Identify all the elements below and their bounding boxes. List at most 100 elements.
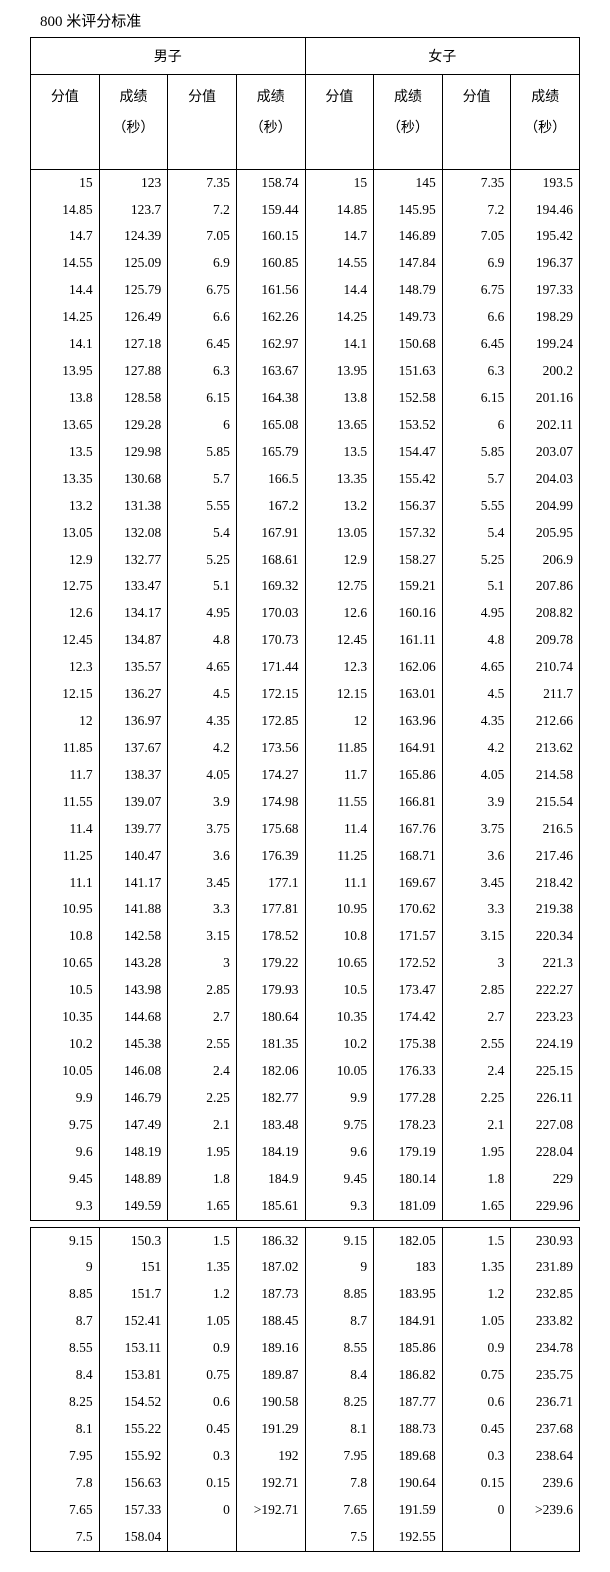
cell: 9.45 — [31, 1166, 100, 1193]
cell: 5.7 — [442, 466, 511, 493]
cell: 8.1 — [305, 1416, 374, 1443]
cell: 134.17 — [99, 600, 168, 627]
cell: 13.65 — [305, 412, 374, 439]
cell: 129.28 — [99, 412, 168, 439]
cell: 185.86 — [374, 1335, 443, 1362]
cell: 14.55 — [305, 250, 374, 277]
cell: 14.1 — [31, 331, 100, 358]
cell: 6.6 — [168, 304, 237, 331]
cell: 169.67 — [374, 870, 443, 897]
table-row: 9.9146.792.25182.779.9177.282.25226.11 — [31, 1085, 580, 1112]
cell: 13.35 — [305, 466, 374, 493]
cell: 181.35 — [236, 1031, 305, 1058]
cell: 169.32 — [236, 573, 305, 600]
cell: 161.56 — [236, 277, 305, 304]
cell: >192.71 — [236, 1497, 305, 1524]
cell: 186.82 — [374, 1362, 443, 1389]
cell: 199.24 — [511, 331, 580, 358]
cell: 9.3 — [31, 1193, 100, 1220]
cell: 183.95 — [374, 1281, 443, 1308]
cell: 209.78 — [511, 627, 580, 654]
table-row: 14.1127.186.45162.9714.1150.686.45199.24 — [31, 331, 580, 358]
cell: 12.9 — [305, 547, 374, 574]
cell: 204.03 — [511, 466, 580, 493]
cell: 3.3 — [168, 896, 237, 923]
cell: 178.52 — [236, 923, 305, 950]
table-row: 10.8142.583.15178.5210.8171.573.15220.34 — [31, 923, 580, 950]
cell: 170.03 — [236, 600, 305, 627]
cell: 0.75 — [168, 1362, 237, 1389]
table-row: 13.95127.886.3163.6713.95151.636.3200.2 — [31, 358, 580, 385]
table-row: 7.65157.330>192.717.65191.590>239.6 — [31, 1497, 580, 1524]
cell: 155.92 — [99, 1443, 168, 1470]
cell: 126.49 — [99, 304, 168, 331]
col-result: 成绩（秒） — [374, 75, 443, 170]
cell: 5.85 — [442, 439, 511, 466]
cell: 0.45 — [168, 1416, 237, 1443]
table-row: 10.5143.982.85179.9310.5173.472.85222.27 — [31, 977, 580, 1004]
cell: 8.25 — [305, 1389, 374, 1416]
cell: 8.7 — [31, 1308, 100, 1335]
cell: 180.14 — [374, 1166, 443, 1193]
cell: 145.95 — [374, 197, 443, 224]
cell: 142.58 — [99, 923, 168, 950]
cell: 132.08 — [99, 520, 168, 547]
cell: 13.65 — [31, 412, 100, 439]
cell: 141.17 — [99, 870, 168, 897]
cell: 195.42 — [511, 223, 580, 250]
cell: 144.68 — [99, 1004, 168, 1031]
group-male: 男子 — [31, 38, 306, 75]
cell: 183.48 — [236, 1112, 305, 1139]
table-row: 12.3135.574.65171.4412.3162.064.65210.74 — [31, 654, 580, 681]
cell: 225.15 — [511, 1058, 580, 1085]
table-row: 13.35130.685.7166.513.35155.425.7204.03 — [31, 466, 580, 493]
cell: 6.6 — [442, 304, 511, 331]
table-row: 12.15136.274.5172.1512.15163.014.5211.7 — [31, 681, 580, 708]
cell: 11.1 — [31, 870, 100, 897]
cell: 7.05 — [168, 223, 237, 250]
cell: 8.4 — [305, 1362, 374, 1389]
cell: 173.56 — [236, 735, 305, 762]
cell: 232.85 — [511, 1281, 580, 1308]
cell: 190.64 — [374, 1470, 443, 1497]
cell: 4.5 — [168, 681, 237, 708]
cell: 8.55 — [31, 1335, 100, 1362]
cell: 125.09 — [99, 250, 168, 277]
cell: 12.15 — [305, 681, 374, 708]
cell: 172.15 — [236, 681, 305, 708]
cell: 159.21 — [374, 573, 443, 600]
cell: 5.4 — [168, 520, 237, 547]
cell: 221.3 — [511, 950, 580, 977]
cell: 189.68 — [374, 1443, 443, 1470]
cell: 11.25 — [305, 843, 374, 870]
cell: 217.46 — [511, 843, 580, 870]
cell: 156.63 — [99, 1470, 168, 1497]
cell: 131.38 — [99, 493, 168, 520]
cell: 192 — [236, 1443, 305, 1470]
cell: 1.65 — [442, 1193, 511, 1220]
scoring-table-continued: 9.15150.31.5186.329.15182.051.5230.93915… — [30, 1227, 580, 1552]
cell: 161.11 — [374, 627, 443, 654]
cell: 3.75 — [442, 816, 511, 843]
cell: 234.78 — [511, 1335, 580, 1362]
cell: 127.18 — [99, 331, 168, 358]
cell: 1.2 — [442, 1281, 511, 1308]
cell: 11.55 — [305, 789, 374, 816]
cell: 135.57 — [99, 654, 168, 681]
cell: 167.76 — [374, 816, 443, 843]
cell — [511, 1524, 580, 1551]
cell: 184.91 — [374, 1308, 443, 1335]
cell: 6.3 — [442, 358, 511, 385]
cell: 9.15 — [305, 1227, 374, 1254]
table-row: 9.3149.591.65185.619.3181.091.65229.96 — [31, 1193, 580, 1220]
table-row: 11.1141.173.45177.111.1169.673.45218.42 — [31, 870, 580, 897]
cell: 15 — [305, 169, 374, 196]
cell: 211.7 — [511, 681, 580, 708]
cell: 143.98 — [99, 977, 168, 1004]
cell: 132.77 — [99, 547, 168, 574]
cell: 136.27 — [99, 681, 168, 708]
cell: 177.81 — [236, 896, 305, 923]
cell: 0.3 — [168, 1443, 237, 1470]
cell: 0.15 — [442, 1470, 511, 1497]
cell: 201.16 — [511, 385, 580, 412]
